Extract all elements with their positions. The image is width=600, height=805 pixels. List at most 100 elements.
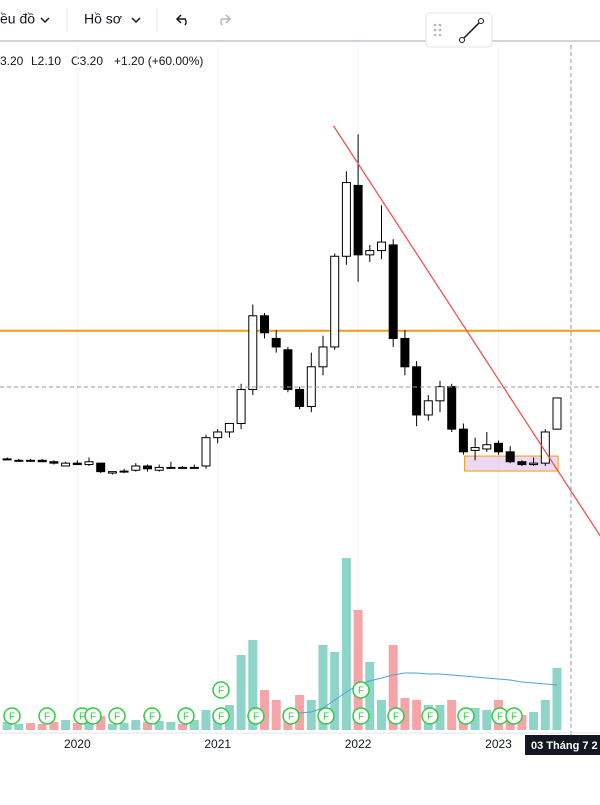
candle-body bbox=[236, 388, 246, 424]
candle-body bbox=[189, 466, 199, 469]
dividend-marker bbox=[247, 707, 265, 725]
candle-body bbox=[482, 444, 492, 450]
dividend-label: F bbox=[393, 712, 399, 723]
dividend-marker bbox=[317, 707, 335, 725]
volume-bar bbox=[26, 723, 35, 730]
volume-bar bbox=[107, 724, 117, 730]
candle-body bbox=[505, 451, 515, 463]
candle-body bbox=[330, 255, 340, 348]
dividend-marker bbox=[282, 707, 300, 725]
legend-change: +1.20 (+60.00%) bbox=[114, 54, 203, 68]
dividend-label: F bbox=[218, 712, 224, 723]
volume-bar bbox=[365, 662, 375, 730]
chevron bbox=[40, 17, 50, 24]
dividend-marker bbox=[457, 707, 475, 725]
candle-body bbox=[400, 337, 410, 368]
dividend-marker bbox=[212, 681, 230, 699]
volume-bar bbox=[470, 708, 480, 730]
dividend-marker bbox=[84, 707, 102, 725]
candle-body bbox=[72, 462, 82, 466]
volume-bar bbox=[236, 655, 246, 730]
trendline-tool[interactable] bbox=[459, 18, 484, 43]
x-tick-label: 2020 bbox=[64, 737, 91, 751]
candle-body bbox=[377, 241, 386, 252]
volume-bar bbox=[552, 668, 562, 730]
volume-bar bbox=[143, 722, 152, 730]
legend-low: L2.10 bbox=[31, 54, 61, 68]
dividend-marker bbox=[143, 707, 161, 725]
legend-high: 3.20 bbox=[0, 54, 24, 68]
dividend-label: F bbox=[288, 712, 294, 723]
candle-body bbox=[447, 386, 457, 430]
volume-bar bbox=[201, 710, 211, 730]
crosshair-date: 03 Tháng 7 2 bbox=[531, 740, 598, 752]
trendline bbox=[332, 125, 600, 537]
dividend-label: F bbox=[114, 712, 120, 723]
volume-bar bbox=[72, 723, 82, 730]
volume-bar bbox=[61, 720, 71, 730]
candle-body bbox=[435, 386, 445, 402]
candle-body bbox=[341, 182, 351, 257]
candle-body bbox=[423, 400, 433, 416]
dividend-label: F bbox=[427, 712, 433, 723]
profile-menu[interactable]: Hồ sơ bbox=[84, 11, 122, 27]
candle-body bbox=[131, 465, 141, 471]
volume-bar bbox=[166, 722, 176, 730]
volume-bar bbox=[517, 715, 527, 730]
candle-body bbox=[295, 388, 305, 407]
dividend-label: F bbox=[497, 712, 503, 723]
dividend-label: F bbox=[79, 712, 85, 723]
volume-bar bbox=[131, 720, 141, 730]
volume-bar bbox=[353, 610, 363, 730]
dividend-label: F bbox=[358, 686, 364, 697]
volume-bar bbox=[260, 690, 269, 730]
volume-bar bbox=[400, 698, 410, 730]
candle-body bbox=[552, 397, 562, 430]
candle-body bbox=[470, 447, 480, 451]
dividend-marker bbox=[3, 707, 21, 725]
candle-body bbox=[107, 471, 117, 474]
dividend-label: F bbox=[9, 712, 15, 723]
candle-body bbox=[248, 315, 258, 390]
dividend-label: F bbox=[463, 712, 469, 723]
volume-bar bbox=[529, 712, 539, 730]
candle-body bbox=[178, 466, 188, 469]
candle-body bbox=[318, 346, 328, 368]
volume-bar bbox=[341, 558, 351, 730]
dividend-label: F bbox=[218, 686, 224, 697]
volume-bar bbox=[271, 700, 281, 730]
undo-button[interactable] bbox=[175, 14, 187, 26]
candle-body bbox=[353, 184, 363, 256]
candle-body bbox=[260, 315, 269, 334]
chevron bbox=[131, 17, 141, 24]
candle-body bbox=[166, 466, 176, 469]
volume-bar bbox=[248, 640, 258, 730]
volume-bar bbox=[388, 645, 398, 730]
dividend-label: F bbox=[183, 712, 189, 723]
candle-body bbox=[26, 459, 35, 462]
dividend-marker bbox=[505, 707, 523, 725]
candle-body bbox=[201, 437, 211, 467]
dividend-marker bbox=[421, 707, 439, 725]
redo-button[interactable] bbox=[220, 14, 232, 26]
dividend-label: F bbox=[323, 712, 329, 723]
dividend-marker bbox=[177, 707, 195, 725]
x-tick-label: 2023 bbox=[485, 737, 512, 751]
candle-body bbox=[154, 466, 164, 471]
volume-bar bbox=[482, 710, 492, 730]
volume-bar bbox=[2, 722, 12, 730]
x-tick-label: 2021 bbox=[204, 737, 231, 751]
candle-body bbox=[388, 244, 398, 339]
volume-bar bbox=[119, 723, 129, 730]
candle-body bbox=[224, 422, 234, 433]
volume-bar bbox=[84, 721, 94, 730]
dividend-label: F bbox=[358, 712, 364, 723]
volume-bar bbox=[435, 705, 445, 730]
candle-body bbox=[84, 461, 94, 466]
dividend-label: F bbox=[149, 712, 155, 723]
chart-menu[interactable]: ều đồ bbox=[0, 11, 35, 27]
x-tick-label: 2022 bbox=[345, 737, 372, 751]
candle-body bbox=[529, 462, 539, 466]
dividend-marker bbox=[108, 707, 126, 725]
volume-bar bbox=[178, 724, 188, 730]
